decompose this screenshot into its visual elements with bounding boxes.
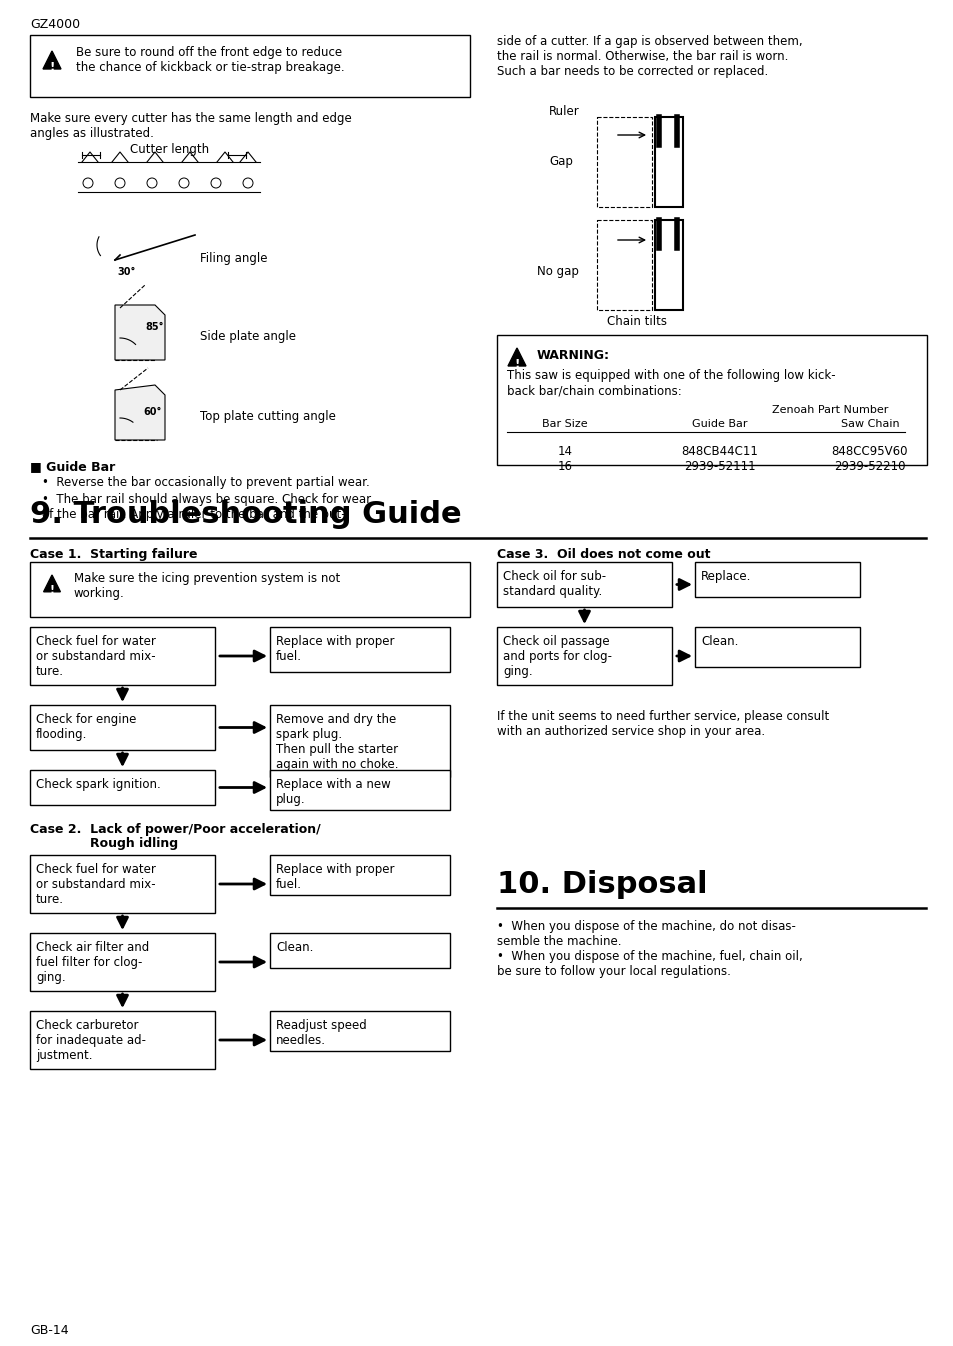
Text: side of a cutter. If a gap is observed between them,
the rail is normal. Otherwi: side of a cutter. If a gap is observed b… [497, 35, 801, 78]
Text: No gap: No gap [537, 265, 578, 279]
Bar [270, 855, 450, 895]
Text: Guide Bar: Guide Bar [692, 419, 747, 429]
Text: Check oil passage
and ports for clog-
ging.: Check oil passage and ports for clog- gi… [502, 635, 612, 678]
Polygon shape [507, 349, 525, 366]
Text: Remove and dry the
spark plug.
Then pull the starter
again with no choke.: Remove and dry the spark plug. Then pull… [275, 713, 398, 771]
Bar [695, 627, 859, 668]
Bar [270, 933, 450, 968]
Text: 85°: 85° [145, 322, 163, 332]
Text: Top plate cutting angle: Top plate cutting angle [200, 411, 335, 423]
Text: 2939-52210: 2939-52210 [833, 460, 904, 472]
Text: Ruler: Ruler [548, 105, 579, 118]
Text: Readjust speed
needles.: Readjust speed needles. [275, 1019, 366, 1047]
Text: Rough idling: Rough idling [90, 837, 178, 851]
Bar [30, 705, 214, 750]
Text: Chain tilts: Chain tilts [606, 315, 666, 328]
Text: This saw is equipped with one of the following low kick-
back bar/chain combinat: This saw is equipped with one of the fol… [506, 369, 835, 397]
Text: 60°: 60° [143, 406, 161, 417]
Text: Clean.: Clean. [275, 941, 313, 954]
Polygon shape [43, 51, 61, 69]
Text: •  The bar rail should always be square. Check for wear
of the bar rail. Apply a: • The bar rail should always be square. … [42, 493, 371, 521]
Text: GZ4000: GZ4000 [30, 17, 80, 31]
Text: Check fuel for water
or substandard mix-
ture.: Check fuel for water or substandard mix-… [36, 635, 155, 678]
Text: 30°: 30° [117, 267, 135, 277]
Text: Check air filter and
fuel filter for clog-
ging.: Check air filter and fuel filter for clo… [36, 941, 149, 984]
Text: Make sure the icing prevention system is not
working.: Make sure the icing prevention system is… [74, 572, 340, 600]
Text: Case 2.  Lack of power/Poor acceleration/: Case 2. Lack of power/Poor acceleration/ [30, 822, 320, 836]
Bar [30, 627, 214, 685]
Text: 9. Troubleshooting Guide: 9. Troubleshooting Guide [30, 499, 461, 529]
Text: •  When you dispose of the machine, fuel, chain oil,
be sure to follow your loca: • When you dispose of the machine, fuel,… [497, 950, 801, 979]
Text: !: ! [514, 359, 519, 369]
Bar [30, 933, 214, 991]
Bar [30, 563, 470, 616]
Text: 10. Disposal: 10. Disposal [497, 870, 707, 899]
Bar [30, 1011, 214, 1069]
Bar [597, 117, 651, 207]
Bar [270, 1011, 450, 1051]
Bar [695, 563, 859, 598]
Bar [655, 117, 682, 207]
Text: Side plate angle: Side plate angle [200, 330, 295, 343]
Text: Check carburetor
for inadequate ad-
justment.: Check carburetor for inadequate ad- just… [36, 1019, 146, 1062]
Text: Filing angle: Filing angle [200, 252, 267, 265]
Bar [30, 855, 214, 913]
Text: Check spark ignition.: Check spark ignition. [36, 778, 161, 791]
Text: GB-14: GB-14 [30, 1324, 69, 1337]
Text: WARNING:: WARNING: [537, 349, 609, 362]
Bar [655, 219, 682, 310]
Text: If the unit seems to need further service, please consult
with an authorized ser: If the unit seems to need further servic… [497, 709, 828, 738]
Bar [30, 770, 214, 805]
Text: Replace with proper
fuel.: Replace with proper fuel. [275, 863, 395, 891]
Bar [270, 770, 450, 810]
Text: Replace with a new
plug.: Replace with a new plug. [275, 778, 391, 806]
Text: •  Reverse the bar occasionally to prevent partial wear.: • Reverse the bar occasionally to preven… [42, 476, 370, 489]
Polygon shape [44, 575, 60, 592]
Text: 848CC95V60: 848CC95V60 [831, 446, 907, 458]
Bar [30, 35, 470, 97]
Bar [270, 705, 450, 777]
Polygon shape [115, 385, 165, 440]
Text: Make sure every cutter has the same length and edge
angles as illustrated.: Make sure every cutter has the same leng… [30, 112, 352, 140]
Text: !: ! [50, 584, 54, 595]
Text: Saw Chain: Saw Chain [840, 419, 899, 429]
Text: Replace with proper
fuel.: Replace with proper fuel. [275, 635, 395, 664]
Text: Gap: Gap [548, 155, 572, 168]
Text: 2939-52111: 2939-52111 [683, 460, 755, 472]
Text: Check for engine
flooding.: Check for engine flooding. [36, 713, 136, 742]
Text: ■ Guide Bar: ■ Guide Bar [30, 460, 115, 472]
Bar [270, 627, 450, 672]
Text: Case 1.  Starting failure: Case 1. Starting failure [30, 548, 197, 561]
Bar [497, 335, 926, 464]
Polygon shape [115, 306, 165, 359]
Text: Clean.: Clean. [700, 635, 738, 647]
Text: Zenoah Part Number: Zenoah Part Number [771, 405, 887, 415]
Text: Case 3.  Oil does not come out: Case 3. Oil does not come out [497, 548, 710, 561]
Text: Check oil for sub-
standard quality.: Check oil for sub- standard quality. [502, 569, 605, 598]
Text: 848CB44C11: 848CB44C11 [680, 446, 758, 458]
Text: Be sure to round off the front edge to reduce
the chance of kickback or tie-stra: Be sure to round off the front edge to r… [76, 46, 344, 74]
Text: Replace.: Replace. [700, 569, 751, 583]
Bar [497, 563, 671, 607]
Text: 14: 14 [557, 446, 572, 458]
Text: Cutter length: Cutter length [130, 143, 209, 156]
Text: •  When you dispose of the machine, do not disas-
semble the machine.: • When you dispose of the machine, do no… [497, 921, 795, 948]
Text: Check fuel for water
or substandard mix-
ture.: Check fuel for water or substandard mix-… [36, 863, 155, 906]
Text: !: ! [50, 62, 54, 71]
Text: Bar Size: Bar Size [541, 419, 587, 429]
Text: 16: 16 [557, 460, 572, 472]
Bar [597, 219, 651, 310]
Bar [497, 627, 671, 685]
